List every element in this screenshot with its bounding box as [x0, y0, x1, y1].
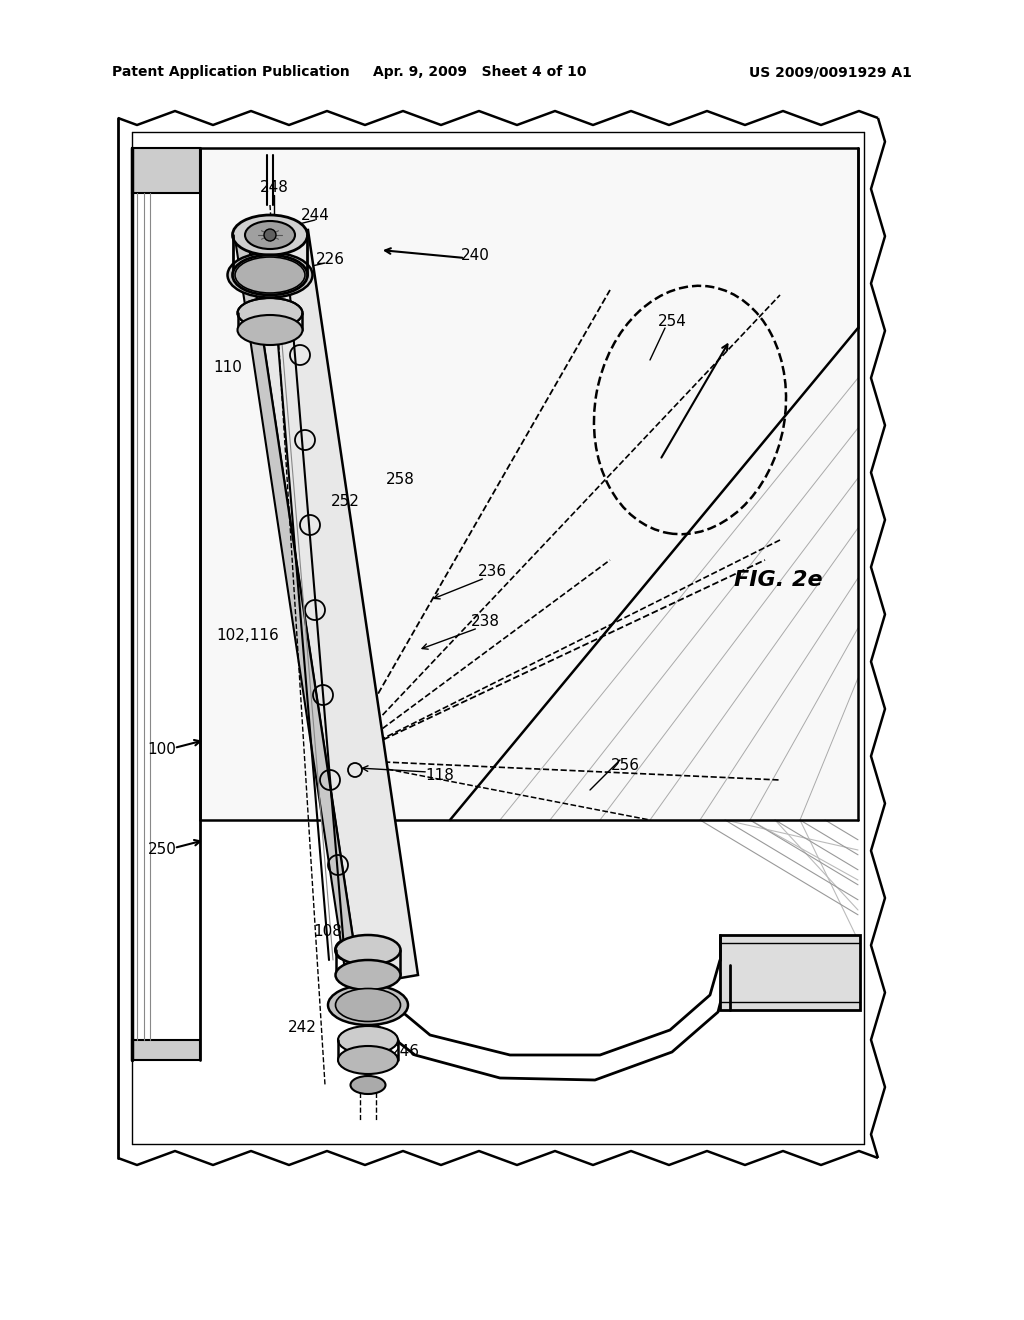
Ellipse shape: [336, 935, 400, 965]
Text: 246: 246: [390, 1044, 420, 1060]
Polygon shape: [200, 148, 858, 820]
Text: 244: 244: [301, 207, 330, 223]
Text: 236: 236: [477, 565, 507, 579]
Ellipse shape: [350, 1076, 385, 1094]
Text: 258: 258: [386, 473, 415, 487]
Polygon shape: [236, 240, 360, 990]
Polygon shape: [670, 148, 858, 820]
Text: 238: 238: [470, 615, 500, 630]
Text: 256: 256: [610, 758, 640, 772]
Polygon shape: [200, 148, 858, 820]
Text: 250: 250: [147, 842, 176, 858]
Text: 254: 254: [657, 314, 686, 330]
Text: 226: 226: [315, 252, 344, 268]
Ellipse shape: [232, 215, 307, 255]
Ellipse shape: [227, 252, 312, 297]
Text: 102,116: 102,116: [217, 627, 280, 643]
Polygon shape: [248, 230, 418, 985]
Text: 252: 252: [331, 495, 359, 510]
Ellipse shape: [338, 1045, 398, 1074]
Ellipse shape: [245, 220, 295, 249]
Text: 100: 100: [147, 742, 176, 758]
Ellipse shape: [234, 257, 305, 293]
Text: 110: 110: [214, 360, 243, 375]
Text: 216: 216: [364, 940, 392, 954]
Ellipse shape: [328, 985, 408, 1026]
Text: 240: 240: [461, 248, 489, 263]
Text: US 2009/0091929 A1: US 2009/0091929 A1: [750, 65, 912, 79]
Text: FIG. 2e: FIG. 2e: [733, 570, 822, 590]
Text: 248: 248: [259, 181, 289, 195]
Ellipse shape: [238, 298, 302, 327]
Ellipse shape: [336, 989, 400, 1022]
Text: Patent Application Publication: Patent Application Publication: [112, 65, 350, 79]
Polygon shape: [132, 148, 200, 193]
Text: 108: 108: [313, 924, 342, 940]
Text: 118: 118: [426, 767, 455, 783]
Text: Apr. 9, 2009   Sheet 4 of 10: Apr. 9, 2009 Sheet 4 of 10: [374, 65, 587, 79]
Ellipse shape: [238, 315, 302, 345]
Polygon shape: [720, 935, 860, 1010]
Text: 242: 242: [288, 1020, 316, 1035]
Ellipse shape: [232, 255, 307, 294]
Ellipse shape: [336, 960, 400, 990]
Circle shape: [264, 228, 276, 242]
Polygon shape: [132, 1040, 200, 1060]
Ellipse shape: [338, 1026, 398, 1053]
